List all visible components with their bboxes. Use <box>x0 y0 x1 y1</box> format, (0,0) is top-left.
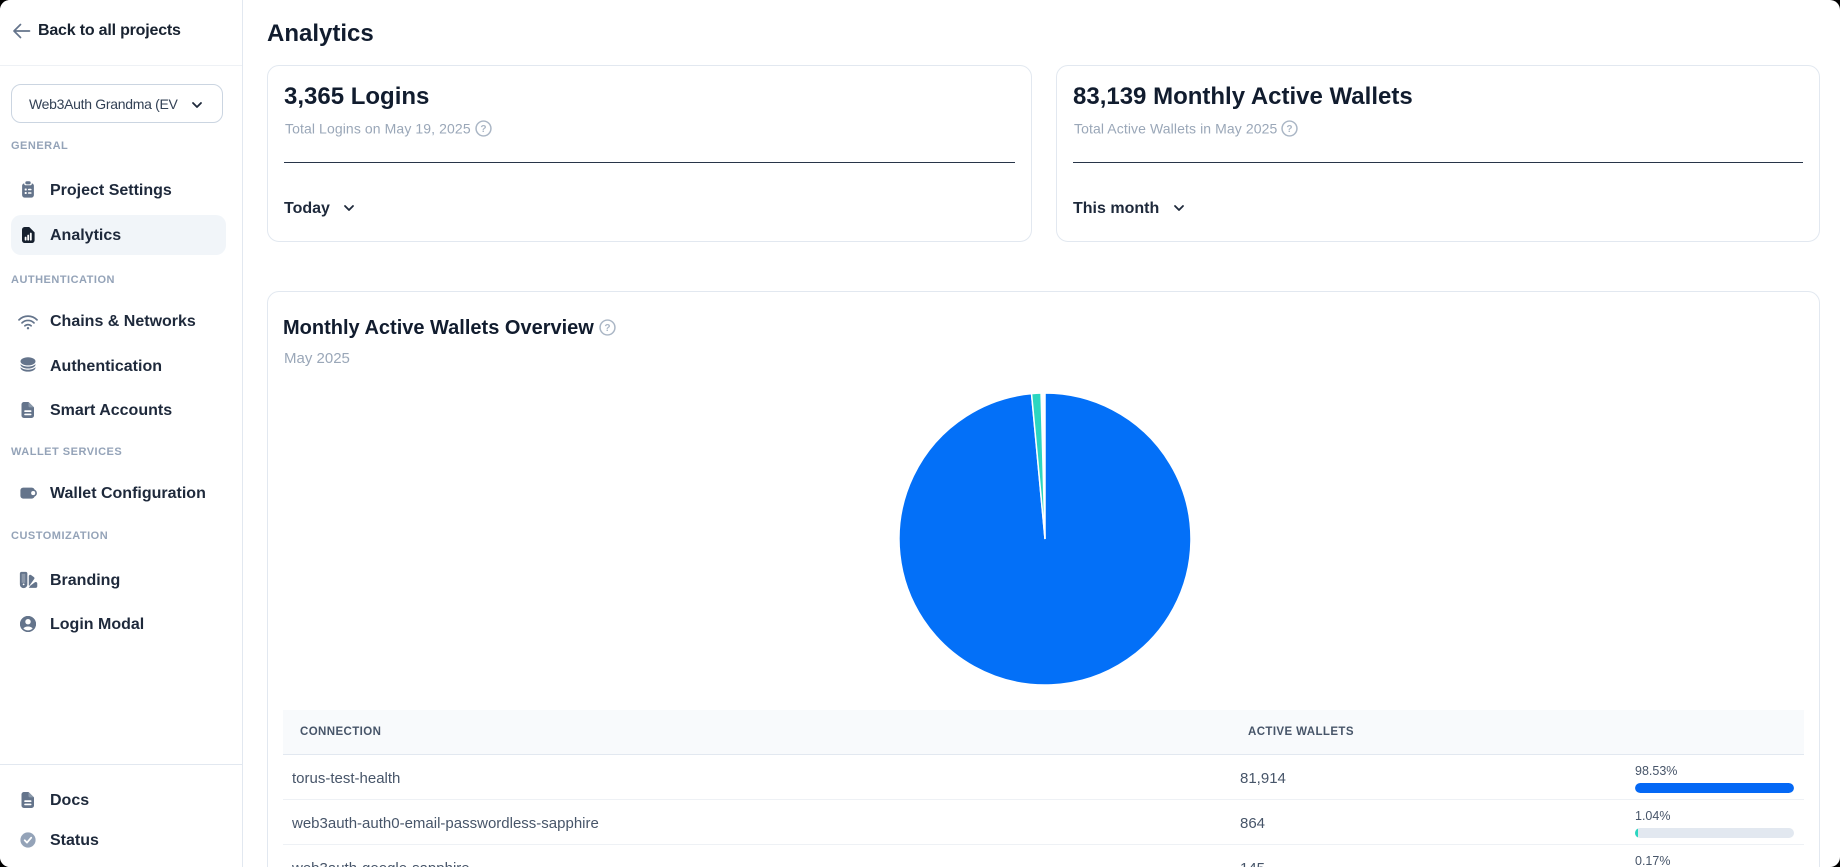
svg-text:?: ? <box>1287 124 1293 135</box>
svg-text:?: ? <box>480 124 486 135</box>
svg-text:?: ? <box>605 323 611 334</box>
